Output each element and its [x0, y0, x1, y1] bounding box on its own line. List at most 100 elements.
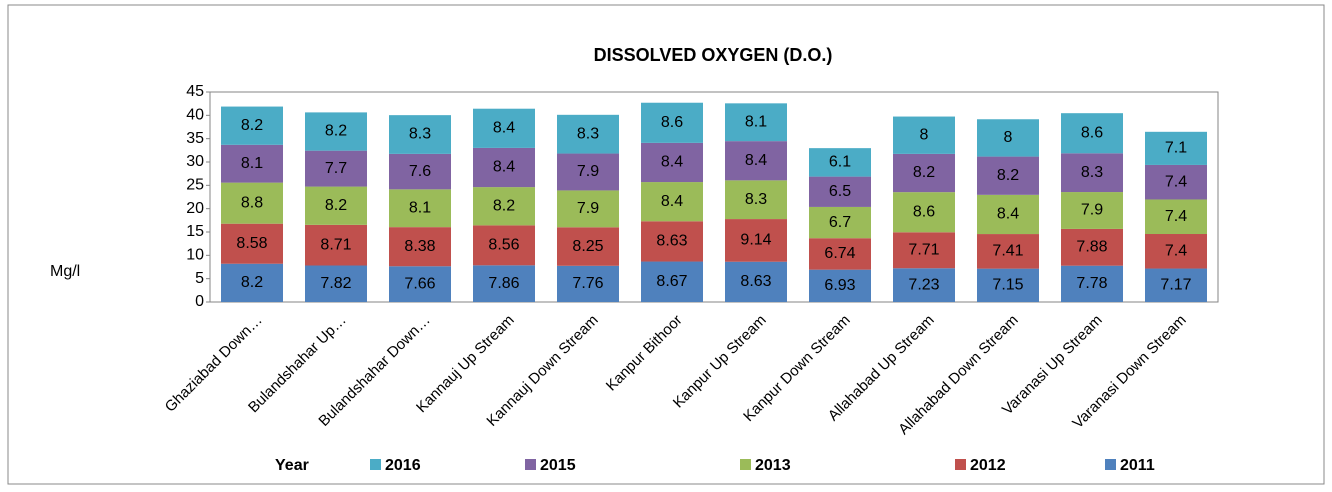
data-label: 8.4	[493, 159, 515, 176]
bar-segment	[641, 261, 703, 302]
bar-segment	[1061, 192, 1123, 229]
bar-segment	[389, 115, 451, 154]
data-label: 6.1	[829, 154, 851, 171]
bar-segment	[1061, 113, 1123, 154]
data-label: 8.71	[320, 236, 351, 253]
data-label: 7.9	[1081, 202, 1103, 219]
data-label: 8.4	[493, 120, 515, 137]
data-label: 8	[920, 126, 929, 143]
y-tick-label: 0	[195, 293, 204, 310]
data-label: 7.23	[908, 276, 939, 293]
bar-segment	[641, 102, 703, 143]
data-label: 7.78	[1076, 275, 1107, 292]
y-tick-label: 30	[186, 153, 204, 170]
data-label: 8.2	[241, 274, 263, 291]
data-label: 7.6	[409, 163, 431, 180]
data-label: 7.17	[1160, 276, 1191, 293]
bar-segment	[221, 182, 283, 224]
legend-swatch	[740, 459, 751, 470]
bar-segment	[725, 219, 787, 262]
data-label: 7.71	[908, 241, 939, 258]
y-tick-label: 5	[195, 270, 204, 287]
data-label: 7.66	[404, 275, 435, 292]
bar-segment	[641, 221, 703, 262]
data-label: 8.38	[404, 238, 435, 255]
bar-segment	[977, 119, 1039, 157]
chart-title: DISSOLVED OXYGEN (D.O.)	[594, 45, 833, 65]
bar-segment	[809, 176, 871, 207]
bar-segment	[557, 153, 619, 191]
bar-segment	[1145, 234, 1207, 269]
bar-segment	[977, 194, 1039, 235]
data-label: 8.2	[325, 197, 347, 214]
bar-segment	[893, 192, 955, 233]
data-label: 8.67	[656, 273, 687, 290]
bar-segment	[1061, 265, 1123, 302]
data-label: 7.9	[577, 163, 599, 180]
bar-segment	[893, 232, 955, 269]
bar-segment	[725, 180, 787, 220]
data-label: 8.2	[325, 123, 347, 140]
bar-segment	[725, 141, 787, 181]
bar-segment	[809, 206, 871, 239]
data-label: 8.2	[913, 164, 935, 181]
bar-segment	[305, 265, 367, 302]
bar-segment	[473, 108, 535, 148]
bar-segment	[809, 238, 871, 270]
data-label: 8.2	[241, 117, 263, 134]
data-label: 7.76	[572, 275, 603, 292]
bar-segment	[557, 114, 619, 154]
y-tick-label: 45	[186, 83, 204, 100]
bar-segment	[641, 182, 703, 222]
bar-segment	[893, 268, 955, 302]
data-label: 7.86	[488, 275, 519, 292]
bar-segment	[1145, 199, 1207, 235]
bar-segment	[557, 265, 619, 302]
data-label: 8.6	[1081, 124, 1103, 141]
legend-label: 2011	[1120, 457, 1155, 474]
bar-segment	[305, 186, 367, 225]
data-label: 8	[1004, 129, 1013, 146]
data-label: 6.74	[824, 245, 855, 262]
bar-segment	[389, 227, 451, 267]
data-label: 8.3	[745, 191, 767, 208]
y-tick-label: 40	[186, 107, 204, 124]
bar-segment	[893, 116, 955, 154]
legend-swatch	[955, 459, 966, 470]
data-label: 7.88	[1076, 239, 1107, 256]
bar-segment	[977, 234, 1039, 269]
data-label: 9.14	[740, 232, 771, 249]
bar-segment	[977, 156, 1039, 195]
legend-label: 2012	[970, 457, 1006, 474]
bar-segment	[809, 269, 871, 302]
bar-segment	[473, 225, 535, 266]
data-label: 8.56	[488, 237, 519, 254]
data-label: 8.3	[409, 126, 431, 143]
bar-segment	[221, 144, 283, 183]
legend-swatch	[1105, 459, 1116, 470]
legend-label: 2015	[540, 457, 576, 474]
data-label: 8.4	[745, 152, 767, 169]
bar-segment	[389, 266, 451, 302]
data-label: 8.6	[661, 114, 683, 131]
bar-segment	[221, 263, 283, 302]
bar-segment	[221, 223, 283, 264]
bar-segment	[725, 261, 787, 302]
data-label: 7.4	[1165, 173, 1187, 190]
bar-segment	[1061, 153, 1123, 193]
y-axis-label: Mg/l	[50, 263, 80, 280]
bar-segment	[473, 187, 535, 226]
bar-segment	[389, 189, 451, 228]
bar-segment	[1145, 131, 1207, 165]
bar-segment	[305, 112, 367, 151]
data-label: 7.41	[992, 243, 1023, 260]
bar-segment	[557, 190, 619, 228]
data-label: 8.1	[241, 155, 263, 172]
y-tick-label: 20	[186, 200, 204, 217]
data-label: 8.63	[656, 233, 687, 250]
data-label: 6.5	[829, 183, 851, 200]
data-label: 8.4	[661, 154, 683, 171]
legend-swatch	[370, 459, 381, 470]
data-label: 7.82	[320, 275, 351, 292]
